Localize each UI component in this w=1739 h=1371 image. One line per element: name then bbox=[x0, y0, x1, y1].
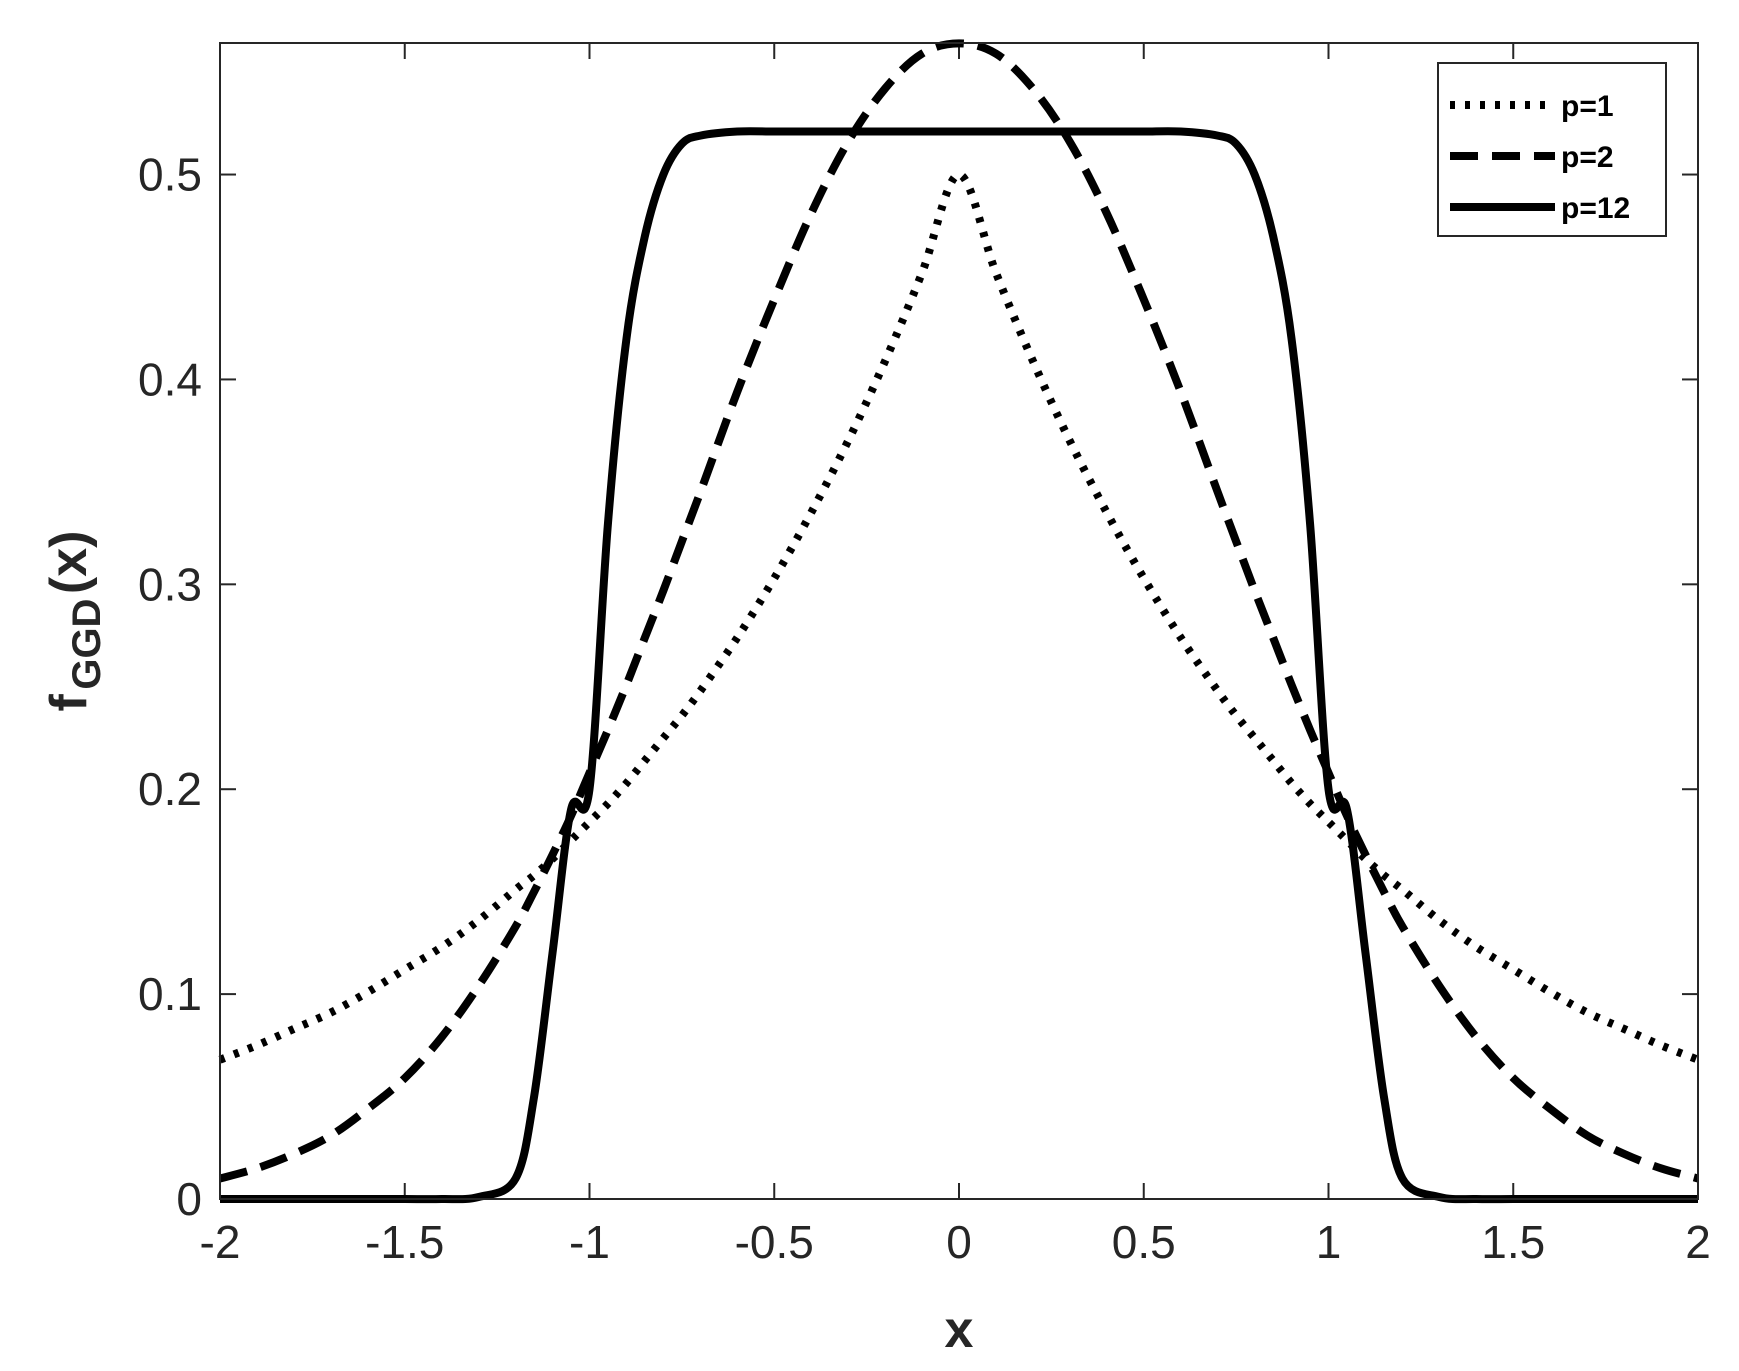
legend: p=1 p=2 p=12 bbox=[1437, 62, 1667, 237]
y-tick-label: 0.1 bbox=[138, 968, 202, 1020]
y-axis-title-base: f bbox=[40, 693, 98, 711]
y-tick-label: 0.5 bbox=[138, 149, 202, 201]
series-line-3 bbox=[219, 127, 1698, 1204]
series-line-1 bbox=[218, 170, 1700, 1064]
y-axis-title-subscript: GGD bbox=[65, 599, 109, 690]
y-tick-label: 0.2 bbox=[138, 763, 202, 815]
legend-label-3: p=12 bbox=[1561, 192, 1630, 225]
y-axis-title-suffix: (x) bbox=[40, 531, 98, 595]
y-axis-title: f GGD (x) bbox=[40, 531, 109, 712]
x-tick-label: 0.5 bbox=[1112, 1216, 1176, 1268]
x-tick-label: 1 bbox=[1316, 1216, 1342, 1268]
y-tick-label: 0.4 bbox=[138, 353, 202, 405]
legend-label-1: p=1 bbox=[1561, 90, 1614, 123]
x-tick-label: -1.5 bbox=[365, 1216, 444, 1268]
x-tick-label: -1 bbox=[569, 1216, 610, 1268]
y-tick-label: 0.3 bbox=[138, 558, 202, 610]
plot-frame bbox=[219, 42, 1699, 1200]
legend-label-2: p=2 bbox=[1561, 141, 1614, 174]
x-tick-label: -0.5 bbox=[735, 1216, 814, 1268]
x-tick-label: 2 bbox=[1685, 1216, 1711, 1268]
x-tick-label: 0 bbox=[946, 1216, 972, 1268]
y-tick-label: 0 bbox=[176, 1173, 202, 1225]
x-tick-label: -2 bbox=[200, 1216, 241, 1268]
tick-labels-layer: -2 -1.5 -1 -0.5 0 0.5 1 1.5 2 0 0.1 0.2 0.3 0.4 0.5 bbox=[138, 149, 1711, 1268]
x-tick-label: 1.5 bbox=[1481, 1216, 1545, 1268]
x-axis-title: x bbox=[945, 1301, 974, 1359]
